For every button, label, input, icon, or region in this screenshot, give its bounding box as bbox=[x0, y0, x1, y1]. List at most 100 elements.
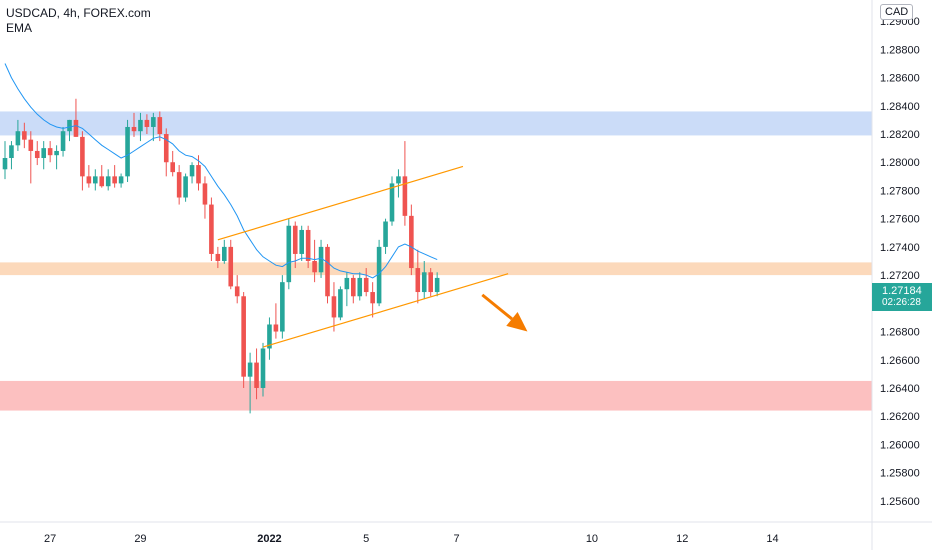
price-tick-label: 1.27600 bbox=[880, 214, 920, 226]
time-tick-label: 10 bbox=[586, 533, 598, 545]
candle-body bbox=[93, 176, 98, 184]
time-tick-label: 14 bbox=[766, 533, 778, 545]
time-axis[interactable]: 27 29 2022 5 7 10 12 14 bbox=[44, 533, 779, 545]
candle-body bbox=[421, 272, 427, 293]
time-tick-label: 2022 bbox=[257, 533, 281, 545]
candle-body bbox=[86, 176, 92, 184]
candle-body bbox=[170, 162, 175, 173]
price-tick-label: 1.26400 bbox=[880, 383, 920, 395]
candle-body bbox=[222, 246, 227, 261]
candle-body bbox=[47, 148, 53, 156]
forecast-arrow bbox=[481, 293, 528, 332]
arrow-shaft bbox=[481, 293, 513, 321]
candle-body bbox=[357, 277, 363, 297]
candle-body bbox=[260, 348, 266, 388]
channel-upper-line bbox=[217, 165, 464, 241]
channel-lines bbox=[217, 165, 509, 348]
candle-body bbox=[60, 131, 66, 151]
candle-body bbox=[396, 176, 401, 184]
candle-body bbox=[118, 176, 124, 184]
ema-legend[interactable]: EMA bbox=[6, 21, 33, 35]
candle-body bbox=[9, 145, 14, 159]
candle-body bbox=[434, 277, 440, 293]
candle-body bbox=[331, 296, 337, 318]
price-tick-label: 1.25800 bbox=[880, 468, 920, 480]
candle-body bbox=[247, 362, 253, 377]
candle-body bbox=[183, 176, 188, 198]
candle-body bbox=[286, 225, 292, 283]
candle-body bbox=[105, 176, 111, 187]
candle-body bbox=[34, 150, 40, 159]
price-tick-label: 1.28000 bbox=[880, 157, 920, 169]
candle-body bbox=[163, 134, 169, 163]
resistance-zone bbox=[0, 111, 872, 136]
candle-body bbox=[80, 136, 85, 177]
candle-body bbox=[99, 176, 105, 187]
candle-body bbox=[376, 246, 382, 304]
last-price-tag: 1.27184 02:26:28 bbox=[872, 283, 932, 311]
candle-body bbox=[389, 183, 395, 222]
candle-body bbox=[428, 272, 433, 293]
currency-button[interactable]: CAD bbox=[880, 4, 914, 20]
candle-body bbox=[267, 324, 272, 349]
candle-body bbox=[125, 126, 130, 177]
candle-body bbox=[54, 150, 59, 156]
candle-body bbox=[318, 246, 324, 273]
price-tick-label: 1.28400 bbox=[880, 101, 920, 113]
candle-body bbox=[305, 229, 311, 261]
candle-body bbox=[312, 261, 317, 273]
candle-body bbox=[273, 324, 279, 332]
arrow-head bbox=[506, 311, 528, 332]
candle-body bbox=[254, 362, 259, 388]
price-tick-label: 1.26000 bbox=[880, 439, 920, 451]
candle-body bbox=[215, 253, 221, 261]
time-tick-label: 5 bbox=[363, 533, 369, 545]
candle-body bbox=[241, 296, 246, 377]
time-tick-label: 27 bbox=[44, 533, 56, 545]
candle-body bbox=[138, 119, 143, 132]
candle-body bbox=[151, 117, 156, 127]
ema-line bbox=[4, 63, 438, 279]
candle-body bbox=[351, 277, 356, 297]
candle-body bbox=[325, 246, 330, 297]
candle-body bbox=[189, 165, 195, 177]
price-tick-label: 1.28200 bbox=[880, 129, 920, 141]
candle-body bbox=[383, 221, 388, 247]
candle-body bbox=[280, 282, 285, 332]
channel-lower-line bbox=[262, 273, 509, 348]
candle-body bbox=[15, 131, 21, 146]
candle-body bbox=[144, 119, 150, 127]
candle-body bbox=[344, 277, 350, 290]
price-zones bbox=[0, 111, 872, 411]
candle-body bbox=[131, 126, 137, 132]
candle-body bbox=[112, 176, 117, 184]
candle-body bbox=[402, 176, 408, 216]
time-tick-label: 7 bbox=[453, 533, 459, 545]
candle-body bbox=[299, 229, 304, 254]
price-tick-label: 1.26200 bbox=[880, 411, 920, 423]
candle-body bbox=[196, 165, 201, 184]
price-tick-label: 1.26600 bbox=[880, 355, 920, 367]
time-tick-label: 12 bbox=[676, 533, 688, 545]
candle-body bbox=[28, 139, 34, 151]
candle-body bbox=[234, 286, 240, 297]
price-axis[interactable]: 1.290001.288001.286001.284001.282001.280… bbox=[880, 16, 920, 508]
candle-body bbox=[41, 148, 46, 159]
candle-body bbox=[67, 119, 72, 132]
candle-body bbox=[228, 246, 234, 287]
price-tick-label: 1.25600 bbox=[880, 496, 920, 508]
symbol-legend[interactable]: USDCAD, 4h, FOREX.com bbox=[6, 6, 151, 20]
candle-body bbox=[176, 172, 182, 198]
mid-zone bbox=[0, 262, 872, 276]
candle-body bbox=[157, 117, 163, 135]
candle-body bbox=[292, 225, 298, 254]
candle-body bbox=[73, 119, 79, 137]
price-tick-label: 1.27800 bbox=[880, 185, 920, 197]
candle-body bbox=[363, 277, 369, 293]
price-tick-label: 1.26800 bbox=[880, 327, 920, 339]
support-zone bbox=[0, 380, 872, 411]
candle-body bbox=[22, 131, 27, 140]
last-price-value: 1.27184 bbox=[882, 285, 922, 297]
time-tick-label: 29 bbox=[134, 533, 146, 545]
